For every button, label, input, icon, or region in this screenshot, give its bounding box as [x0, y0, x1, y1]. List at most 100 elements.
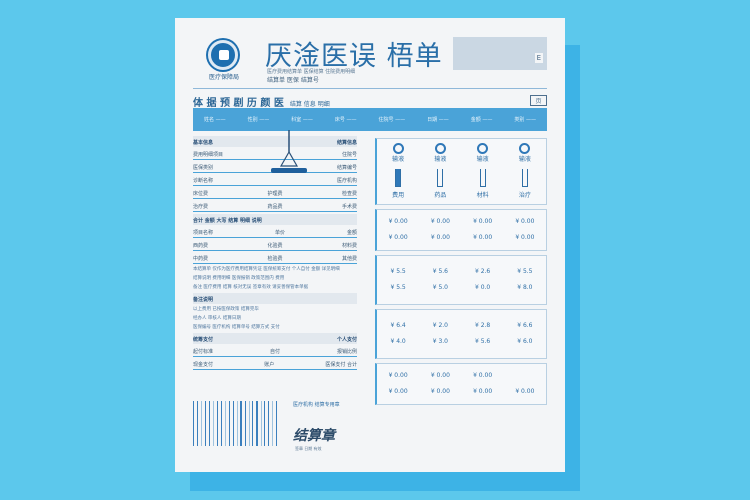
amount-cell: ¥ 8.0 — [517, 284, 533, 291]
drip-cell: 输液 治疗 — [504, 139, 546, 204]
fee-row: 统筹支付 个人支付 — [193, 333, 357, 344]
divider — [193, 88, 547, 89]
fee-cell: 治疗费 — [193, 204, 209, 210]
band-field: 日期 —— — [427, 117, 449, 123]
document-subtitle: 结算单 医保 结算号 — [267, 77, 319, 84]
band-field: 金额 —— — [470, 117, 493, 123]
amount-cell: ¥ 6.6 — [517, 322, 533, 329]
drip-sublabel: 材料 — [476, 192, 489, 199]
note-paragraph: 以上费用 已按医保政策 结算完毕 — [193, 307, 259, 312]
note-paragraph: 经办人 审核人 结算日期 — [193, 316, 241, 321]
amount-cell: ¥ 0.00 — [388, 372, 408, 379]
section-title-text: 体 据 预 剧 历 颜 医 — [193, 98, 284, 109]
fee-cell: 费用明细项目 — [193, 152, 224, 158]
barcode-bar — [204, 401, 206, 446]
fee-cell: 结算信息 — [336, 140, 357, 146]
fee-row: 项目名称 单价 金额 — [193, 227, 357, 238]
fee-cell: 医保支付 合计 — [325, 362, 357, 368]
fee-row: 起付标准 自付 报销比例 — [193, 346, 357, 357]
barcode-bar — [232, 401, 234, 446]
barcode-bar — [236, 401, 238, 446]
drip-label: 输液 — [434, 156, 447, 163]
amount-panel: ¥ 0.00 ¥ 0.00 ¥ 0.00 ¥ 0.00 ¥ 0.00 ¥ 0.00 ¥ 0.… — [375, 209, 547, 251]
drip-sublabel: 治疗 — [518, 192, 531, 199]
logo-caption: 医疗保障局 — [208, 74, 239, 81]
amount-cell: ¥ 0.00 — [473, 234, 493, 241]
fee-cell: 单价 — [274, 230, 285, 236]
barcode-bar — [248, 401, 250, 446]
amount-cell: ¥ 0.00 — [388, 234, 408, 241]
fee-cell: 医保类别 — [193, 165, 214, 171]
patient-info-band: 姓名 —— 性别 —— 科室 —— 床号 —— 住院号 —— 日期 —— 金额 —— 类别 —… — [193, 108, 547, 131]
hospital-logo-icon — [208, 40, 238, 70]
barcode-bar — [260, 401, 262, 446]
barcode-bar — [193, 401, 195, 446]
section-title: 体 据 预 剧 历 颜 医结算 信息 明细 — [193, 94, 330, 109]
section-tag: 页 — [530, 95, 547, 106]
note-paragraph: 结算说明 费用明细 医保报销 政策范围内 费用 — [193, 276, 285, 281]
notes-title: 备注说明 — [193, 293, 357, 304]
amount-cell — [504, 368, 546, 384]
fee-cell: 项目名称 — [193, 230, 214, 236]
fee-detail-column: 基本信息 结算信息 费用明细项目 住院号 医保类别 结算编号 诊断名称 医疗机构 床位费 护理费检… — [193, 136, 357, 372]
barcode-box: E — [453, 37, 547, 70]
amount-cell: ¥ 0.00 — [388, 388, 408, 395]
fee-cell: 合计 金额 大写 结算 明细 说明 — [193, 218, 262, 224]
fee-cell: 住院号 — [341, 152, 357, 158]
fee-cell: 检验费 — [267, 256, 283, 262]
barcode-bar — [268, 401, 270, 446]
fee-cell: 材料费 — [341, 243, 357, 249]
amount-cell: ¥ 5.5 — [390, 268, 406, 275]
fee-row: 西药费 化验费 材料费 — [193, 240, 357, 251]
barcode-bar — [272, 401, 273, 446]
band-field: 性别 —— — [247, 117, 270, 123]
stamp-caption: 医疗机构 结算专用章 — [293, 402, 340, 408]
fee-row: 基本信息 结算信息 — [193, 136, 357, 147]
amount-panel: ¥ 6.4 ¥ 2.0 ¥ 2.8 ¥ 6.6 ¥ 4.0 ¥ 3.0 ¥ 5.6 ¥ 6.0 — [375, 309, 547, 359]
amount-cell: ¥ 2.0 — [432, 322, 449, 329]
drip-label: 输液 — [476, 156, 489, 163]
fee-cell: 西药费 — [193, 243, 209, 249]
settlement-stamp: 结算章 — [293, 428, 335, 444]
barcode-bar — [224, 401, 226, 446]
barcode-bar — [252, 401, 254, 446]
medical-badge-icon — [392, 143, 404, 154]
amount-cell: ¥ 5.0 — [432, 284, 449, 291]
fee-cell: 统筹支付 — [193, 337, 214, 343]
barcode — [193, 401, 278, 446]
fee-cell: 护理费 — [267, 191, 283, 197]
iv-bottle-icon — [395, 169, 402, 187]
fee-row: 治疗费 药品费 手术费 — [193, 201, 357, 212]
fee-cell: 报销比例 — [336, 349, 357, 355]
amount-cell: ¥ 6.0 — [517, 338, 533, 345]
band-field: 姓名 —— — [204, 117, 226, 123]
drip-cell: 输液 费用 — [377, 139, 419, 204]
fee-row: 费用明细项目 住院号 — [193, 149, 357, 160]
section-subtitle: 结算 信息 明细 — [289, 101, 330, 108]
fee-row: 诊断名称 医疗机构 — [193, 175, 357, 186]
amount-cell: ¥ 0.00 — [430, 234, 450, 241]
drip-cell: 输液 药品 — [419, 139, 461, 204]
fee-row: 现金支付 账户 医保支付 合计 — [193, 359, 357, 370]
fee-cell: 基本信息 — [193, 140, 214, 146]
fee-cell: 医疗机构 — [336, 178, 357, 184]
barcode-bar — [228, 401, 230, 446]
barcode-bar — [213, 401, 214, 446]
document-subtitle-small: 医疗费用结算单 医保结算 住院费用明细 — [267, 69, 356, 75]
amount-cell: ¥ 0.00 — [473, 372, 493, 379]
amount-cell: ¥ 0.00 — [430, 372, 450, 379]
billing-statement: 医疗保障局 厌淦医误 梧单 医疗费用结算单 医保结算 住院费用明细 结算单 医保… — [175, 18, 565, 472]
amount-cell: ¥ 5.5 — [517, 268, 533, 275]
amount-cell: ¥ 2.8 — [474, 322, 491, 329]
amount-panel: ¥ 5.5 ¥ 5.6 ¥ 2.6 ¥ 5.5 ¥ 5.5 ¥ 5.0 ¥ 0.0 ¥ 8.0 — [375, 255, 547, 305]
iv-bottle-icon — [521, 169, 528, 187]
fee-cell: 现金支付 — [193, 362, 214, 368]
band-field: 科室 —— — [291, 117, 313, 123]
fee-cell: 检查费 — [341, 191, 357, 197]
fee-cell: 账户 — [264, 362, 275, 368]
barcode-bar — [256, 401, 258, 446]
fee-cell: 其他费 — [341, 256, 357, 262]
medical-badge-icon — [477, 143, 489, 154]
iv-bottle-icon — [437, 169, 444, 187]
note-paragraph: 本结算单 仅作为医疗费用结算凭证 医保统筹支付 个人自付 金额 详见明细 — [193, 267, 340, 272]
